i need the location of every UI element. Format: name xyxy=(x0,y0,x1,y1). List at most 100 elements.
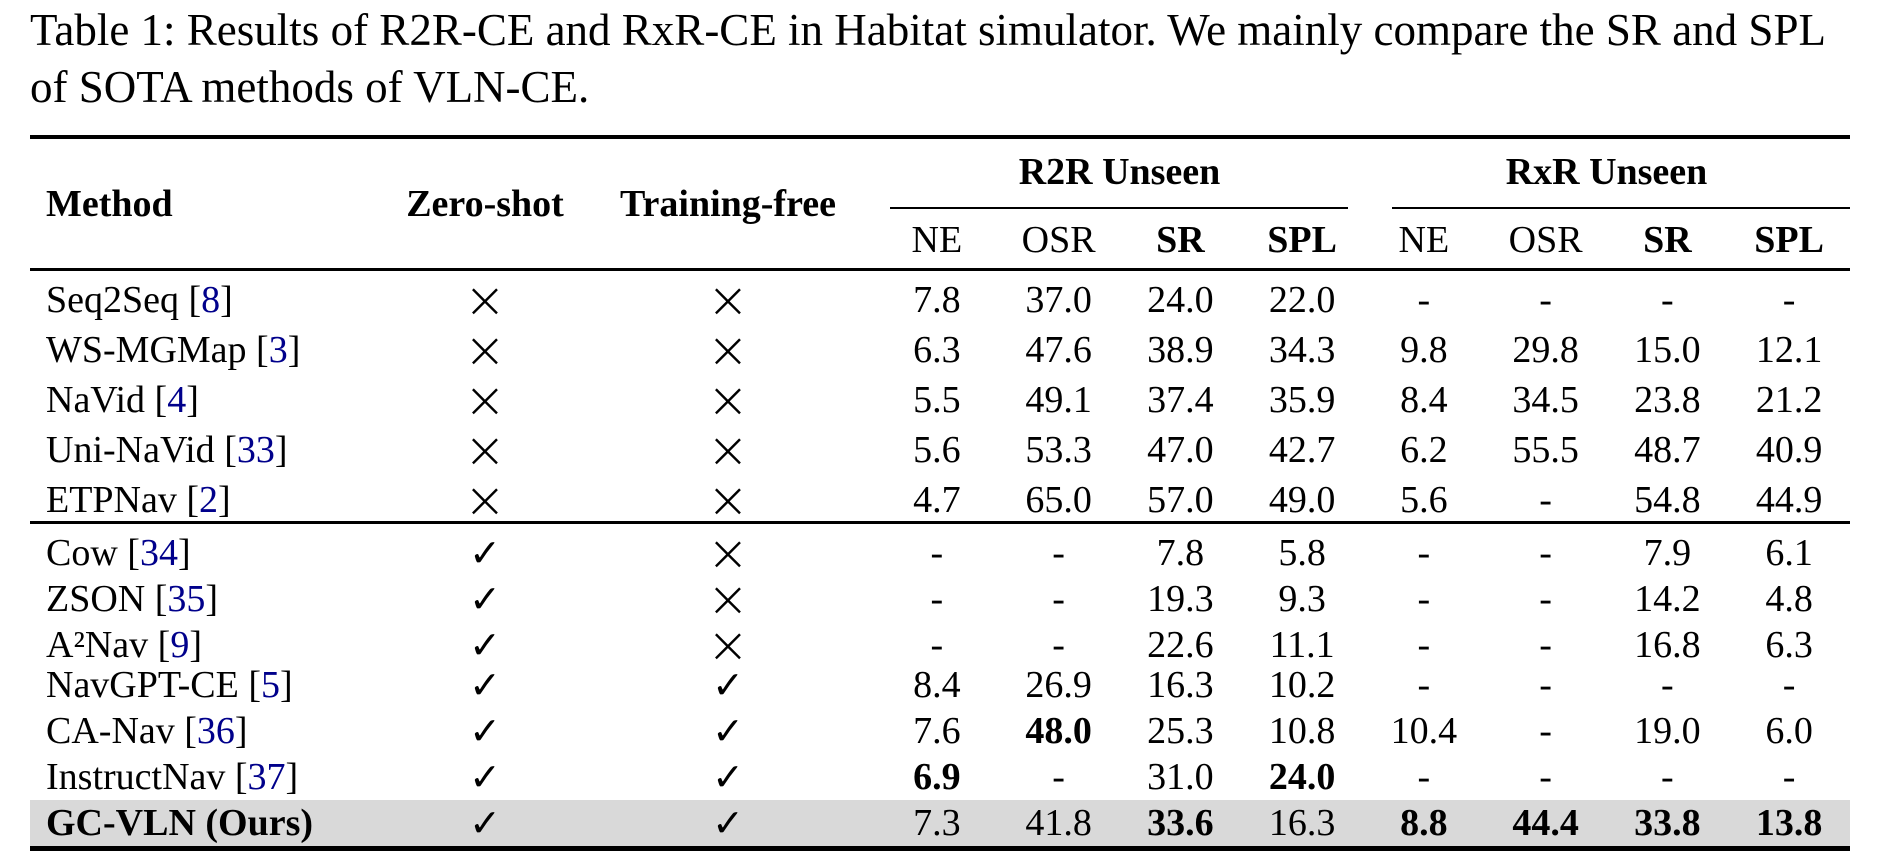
method-name: A²Nav xyxy=(46,624,149,666)
table-row: NaVid [4] × × 5.5 49.1 37.4 35.9 8.4 34.5 23.8 21.… xyxy=(30,371,1850,429)
citation-bracket: [ xyxy=(246,329,269,371)
table-row: Uni-NaVid [33] × × 5.6 53.3 47.0 42.7 6.2 55.5 48… xyxy=(30,421,1850,479)
table-top-rule xyxy=(30,135,1850,139)
method-cell: GC-VLN (Ours) xyxy=(30,801,390,845)
value-cell: 40.9 xyxy=(1755,429,1823,471)
value-cell: - xyxy=(1539,479,1552,521)
citation-bracket: ] xyxy=(189,624,202,666)
zero-shot-mark: × xyxy=(464,271,506,329)
value-cell: 7.8 xyxy=(1156,532,1205,574)
section-divider-rule xyxy=(30,521,1850,524)
table-row: A²Nav [9] ✓ × - - 22.6 11.1 - - 16.8 6.3 xyxy=(30,616,1850,674)
citation-bracket: ] xyxy=(205,578,219,620)
citation-link[interactable]: 9 xyxy=(170,624,190,666)
value-cell: 4.7 xyxy=(913,479,961,521)
zero-shot-mark: ✓ xyxy=(469,663,501,707)
citation-bracket: ] xyxy=(234,710,248,752)
value-cell: 6.0 xyxy=(1765,710,1813,752)
method-name: ZSON xyxy=(46,578,146,620)
value-cell: 6.1 xyxy=(1765,532,1813,574)
value-cell: 47.0 xyxy=(1147,429,1214,471)
method-name: Seq2Seq xyxy=(46,279,179,321)
value-cell: 5.6 xyxy=(1400,479,1448,521)
method-name: ETPNav xyxy=(46,479,177,521)
value-cell: 8.4 xyxy=(913,664,961,706)
citation-link[interactable]: 2 xyxy=(199,479,219,521)
value-cell: 9.3 xyxy=(1278,578,1326,620)
citation-bracket: ] xyxy=(274,429,288,471)
value-cell: 42.7 xyxy=(1268,429,1336,471)
value-cell: - xyxy=(1417,664,1431,706)
training-free-mark: ✓ xyxy=(712,663,744,707)
citation-link[interactable]: 33 xyxy=(236,429,275,471)
value-cell: 6.3 xyxy=(1765,624,1813,666)
method-cell: ETPNav [2] xyxy=(30,478,390,522)
citation-link[interactable]: 35 xyxy=(167,578,206,620)
value-cell: 10.4 xyxy=(1390,710,1458,752)
table-row: GC-VLN (Ours) ✓ ✓ 7.3 41.8 33.6 16.3 8.8 44.4 33.… xyxy=(30,800,1850,846)
value-cell: - xyxy=(1661,756,1674,798)
training-free-mark: × xyxy=(707,471,749,529)
citation-bracket: [ xyxy=(176,479,200,521)
value-cell: - xyxy=(1782,756,1796,798)
value-cell: 8.4 xyxy=(1400,379,1448,421)
citation-link[interactable]: 4 xyxy=(167,379,187,421)
zero-shot-mark: × xyxy=(464,471,506,529)
value-cell: 44.9 xyxy=(1755,479,1823,521)
zero-shot-mark: × xyxy=(464,321,506,379)
value-cell: - xyxy=(930,624,944,666)
method-cell: InstructNav [37] xyxy=(30,755,390,799)
value-cell: - xyxy=(930,532,944,574)
citation-link[interactable]: 5 xyxy=(260,664,280,706)
method-cell: ZSON [35] xyxy=(30,577,390,621)
value-cell: - xyxy=(1417,578,1431,620)
zero-shot-mark: × xyxy=(464,371,506,429)
caption-line-1: Table 1: Results of R2R-CE and RxR-CE in… xyxy=(30,5,1826,55)
table-row: CA-Nav [36] ✓ ✓ 7.6 48.0 25.3 10.8 10.4 - 19.0 6.0 xyxy=(30,708,1850,754)
section-supervised-rows: Seq2Seq [8] × × 7.8 37.0 24.0 22.0- - - - WS-MGMap… xyxy=(30,271,1850,529)
value-cell: 5.6 xyxy=(913,429,961,471)
citation-bracket: [ xyxy=(214,429,237,471)
value-cell: 6.2 xyxy=(1400,429,1448,471)
citation-bracket: ] xyxy=(177,532,191,574)
value-cell: 6.3 xyxy=(913,329,961,371)
zero-shot-mark: ✓ xyxy=(469,577,501,621)
subheader-rxr-ne: NE xyxy=(1398,218,1450,261)
citation-link[interactable]: 34 xyxy=(139,532,178,574)
table-bottom-rule xyxy=(30,846,1850,851)
citation-bracket: ] xyxy=(218,479,231,521)
value-cell: 29.8 xyxy=(1512,329,1579,371)
citation-bracket: [ xyxy=(238,664,261,706)
section-zero-shot-rows: Cow [34] ✓ × - -7.8 5.8- -7.9 6.1 ZSON [35] ✓ × - -1… xyxy=(30,524,1850,846)
citation-link[interactable]: 8 xyxy=(201,279,221,321)
value-cell: - xyxy=(1782,664,1796,706)
value-cell: 12.1 xyxy=(1755,329,1823,371)
value-cell: 15.0 xyxy=(1634,329,1701,371)
method-name: Cow xyxy=(46,532,118,574)
citation-link[interactable]: 37 xyxy=(247,756,286,798)
subheader-r2r-osr: OSR xyxy=(1021,218,1096,261)
value-cell: 10.2 xyxy=(1268,664,1336,706)
citation-bracket: [ xyxy=(148,624,171,666)
value-cell: 24.0 xyxy=(1268,756,1336,798)
value-cell: 25.3 xyxy=(1147,710,1214,752)
citation-bracket: ] xyxy=(186,379,199,421)
value-cell: - xyxy=(1539,578,1552,620)
training-free-mark: × xyxy=(707,371,749,429)
table-row: WS-MGMap [3] × × 6.3 47.6 38.9 34.3 9.8 29.8 15.0… xyxy=(30,321,1850,379)
method-cell: NaVid [4] xyxy=(30,378,390,422)
value-cell: - xyxy=(1539,279,1552,321)
zero-shot-mark: ✓ xyxy=(469,709,501,753)
method-name: GC-VLN (Ours) xyxy=(46,802,314,844)
value-cell: - xyxy=(930,578,944,620)
citation-link[interactable]: 3 xyxy=(268,329,288,371)
citation-link[interactable]: 36 xyxy=(196,710,235,752)
value-cell: 23.8 xyxy=(1634,379,1701,421)
citation-bracket: [ xyxy=(117,532,140,574)
value-cell: 44.4 xyxy=(1512,802,1579,844)
citation-bracket: ] xyxy=(220,279,233,321)
citation-bracket: [ xyxy=(145,379,168,421)
value-cell: 7.8 xyxy=(913,279,961,321)
value-cell: 8.8 xyxy=(1400,802,1448,844)
